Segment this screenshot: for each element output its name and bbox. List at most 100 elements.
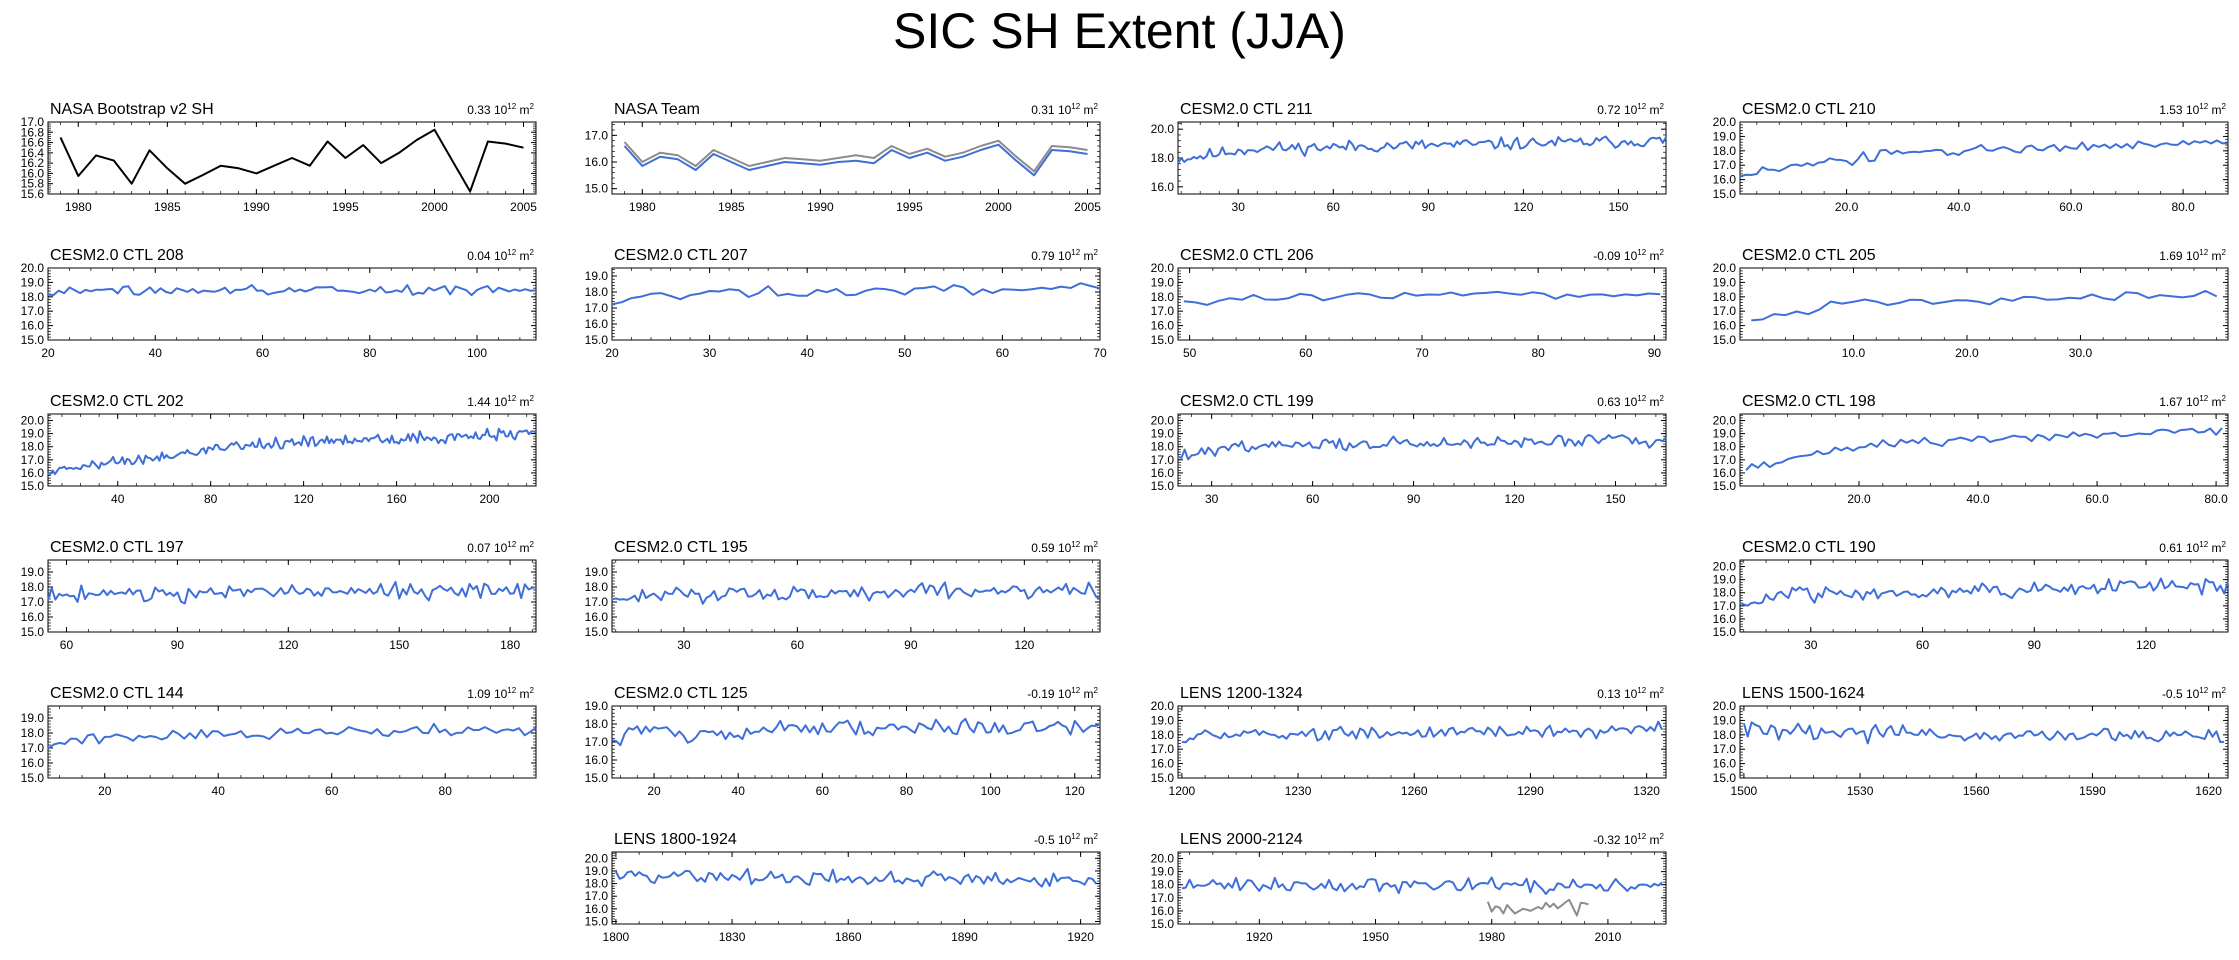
y-tick-label: 15.0 <box>21 479 45 493</box>
y-tick-label: 19.0 <box>1151 427 1175 441</box>
trend-unit-exp: 2 <box>2222 394 2227 403</box>
y-tick-label: 20.0 <box>1151 699 1175 713</box>
trend-unit: m <box>1080 103 1093 117</box>
y-tick-label: 15.6 <box>21 187 45 201</box>
y-tick-label: 20.0 <box>1151 852 1175 866</box>
trend-label: 0.07 1012 m2 <box>467 540 534 555</box>
y-tick-label: 19.0 <box>1151 275 1175 289</box>
x-tick-label: 30 <box>1205 492 1219 506</box>
x-tick-label: 40 <box>111 492 125 506</box>
y-tick-label: 18.0 <box>1713 440 1737 454</box>
y-tick-label: 15.0 <box>1713 625 1737 639</box>
y-tick-label: 18.0 <box>21 440 45 454</box>
trend-exp: 12 <box>1071 540 1080 549</box>
x-tick-label: 2000 <box>421 200 448 214</box>
series-line <box>1751 289 2218 322</box>
trend-unit-exp: 2 <box>530 394 535 403</box>
x-tick-label: 40 <box>149 346 163 360</box>
y-tick-label: 20.0 <box>1151 414 1175 428</box>
y-tick-label: 19.0 <box>1713 129 1737 143</box>
panel-title: NASA Bootstrap v2 SH <box>50 101 214 118</box>
x-tick-label: 120 <box>1505 492 1525 506</box>
panel-title: CESM2.0 CTL 206 <box>1180 247 1314 264</box>
y-tick-label: 18.0 <box>1713 144 1737 158</box>
y-tick-label: 18.0 <box>585 877 609 891</box>
chart-main-title: SIC SH Extent (JJA) <box>893 3 1346 59</box>
y-tick-label: 20.0 <box>1151 122 1175 136</box>
trend-unit: m <box>1646 395 1659 409</box>
y-tick-label: 17.0 <box>21 453 45 467</box>
y-tick-label: 17.0 <box>1713 742 1737 756</box>
y-tick-label: 17.0 <box>585 889 609 903</box>
trend-unit-exp: 2 <box>1094 686 1099 695</box>
obs-overlay-line <box>1486 898 1589 917</box>
series-line <box>1181 876 1663 895</box>
series-line <box>1181 720 1664 744</box>
x-tick-label: 1980 <box>629 200 656 214</box>
x-tick-label: 1500 <box>1731 784 1758 798</box>
plot-frame <box>47 413 537 487</box>
trend-value: 0.72 10 <box>1597 103 1637 117</box>
x-tick-label: 1995 <box>332 200 359 214</box>
plot-frame <box>1177 851 1667 925</box>
x-tick-label: 120 <box>278 638 298 652</box>
trend-unit: m <box>516 687 529 701</box>
x-tick-label: 200 <box>480 492 500 506</box>
x-tick-label: 60 <box>1306 492 1320 506</box>
series-line <box>1742 721 2225 745</box>
x-tick-label: 80.0 <box>2171 200 2195 214</box>
plot-frame <box>1739 705 2229 779</box>
x-tick-label: 150 <box>1608 200 1628 214</box>
trend-label: 0.79 1012 m2 <box>1031 248 1098 263</box>
y-tick-label: 18.0 <box>1151 878 1175 892</box>
y-tick-label: 15.0 <box>585 771 609 785</box>
y-tick-label: 17.0 <box>585 128 609 142</box>
y-tick-label: 17.0 <box>1151 742 1175 756</box>
series-line <box>1739 139 2229 178</box>
y-tick-label: 15.0 <box>1713 187 1737 201</box>
trend-unit: m <box>2208 103 2221 117</box>
y-tick-label: 16.0 <box>21 319 45 333</box>
trend-unit-exp: 2 <box>1660 102 1665 111</box>
panel-title: LENS 1200-1324 <box>1180 685 1303 702</box>
trend-label: 0.13 1012 m2 <box>1597 686 1664 701</box>
trend-value: 0.61 10 <box>2159 541 2199 555</box>
y-tick-label: 20.0 <box>21 261 45 275</box>
trend-exp: 12 <box>1637 394 1646 403</box>
y-tick-label: 17.0 <box>1151 453 1175 467</box>
trend-unit: m <box>1646 833 1659 847</box>
y-tick-label: 20.0 <box>1151 261 1175 275</box>
x-tick-label: 80 <box>1532 346 1546 360</box>
y-tick-label: 17.0 <box>1713 453 1737 467</box>
y-tick-label: 18.0 <box>21 726 45 740</box>
trend-exp: 12 <box>1637 248 1646 257</box>
trend-unit: m <box>1080 541 1093 555</box>
y-tick-label: 19.0 <box>21 275 45 289</box>
x-tick-label: 90 <box>1422 200 1436 214</box>
plot-frame <box>1739 413 2229 487</box>
trend-exp: 12 <box>1637 686 1646 695</box>
trend-exp: 12 <box>507 540 516 549</box>
series-line <box>623 139 1088 173</box>
panel-title: NASA Team <box>614 101 700 118</box>
trend-unit: m <box>1646 249 1659 263</box>
y-tick-label: 17.0 <box>1151 304 1175 318</box>
y-tick-label: 15.0 <box>21 625 45 639</box>
y-tick-label: 16.0 <box>1713 466 1737 480</box>
